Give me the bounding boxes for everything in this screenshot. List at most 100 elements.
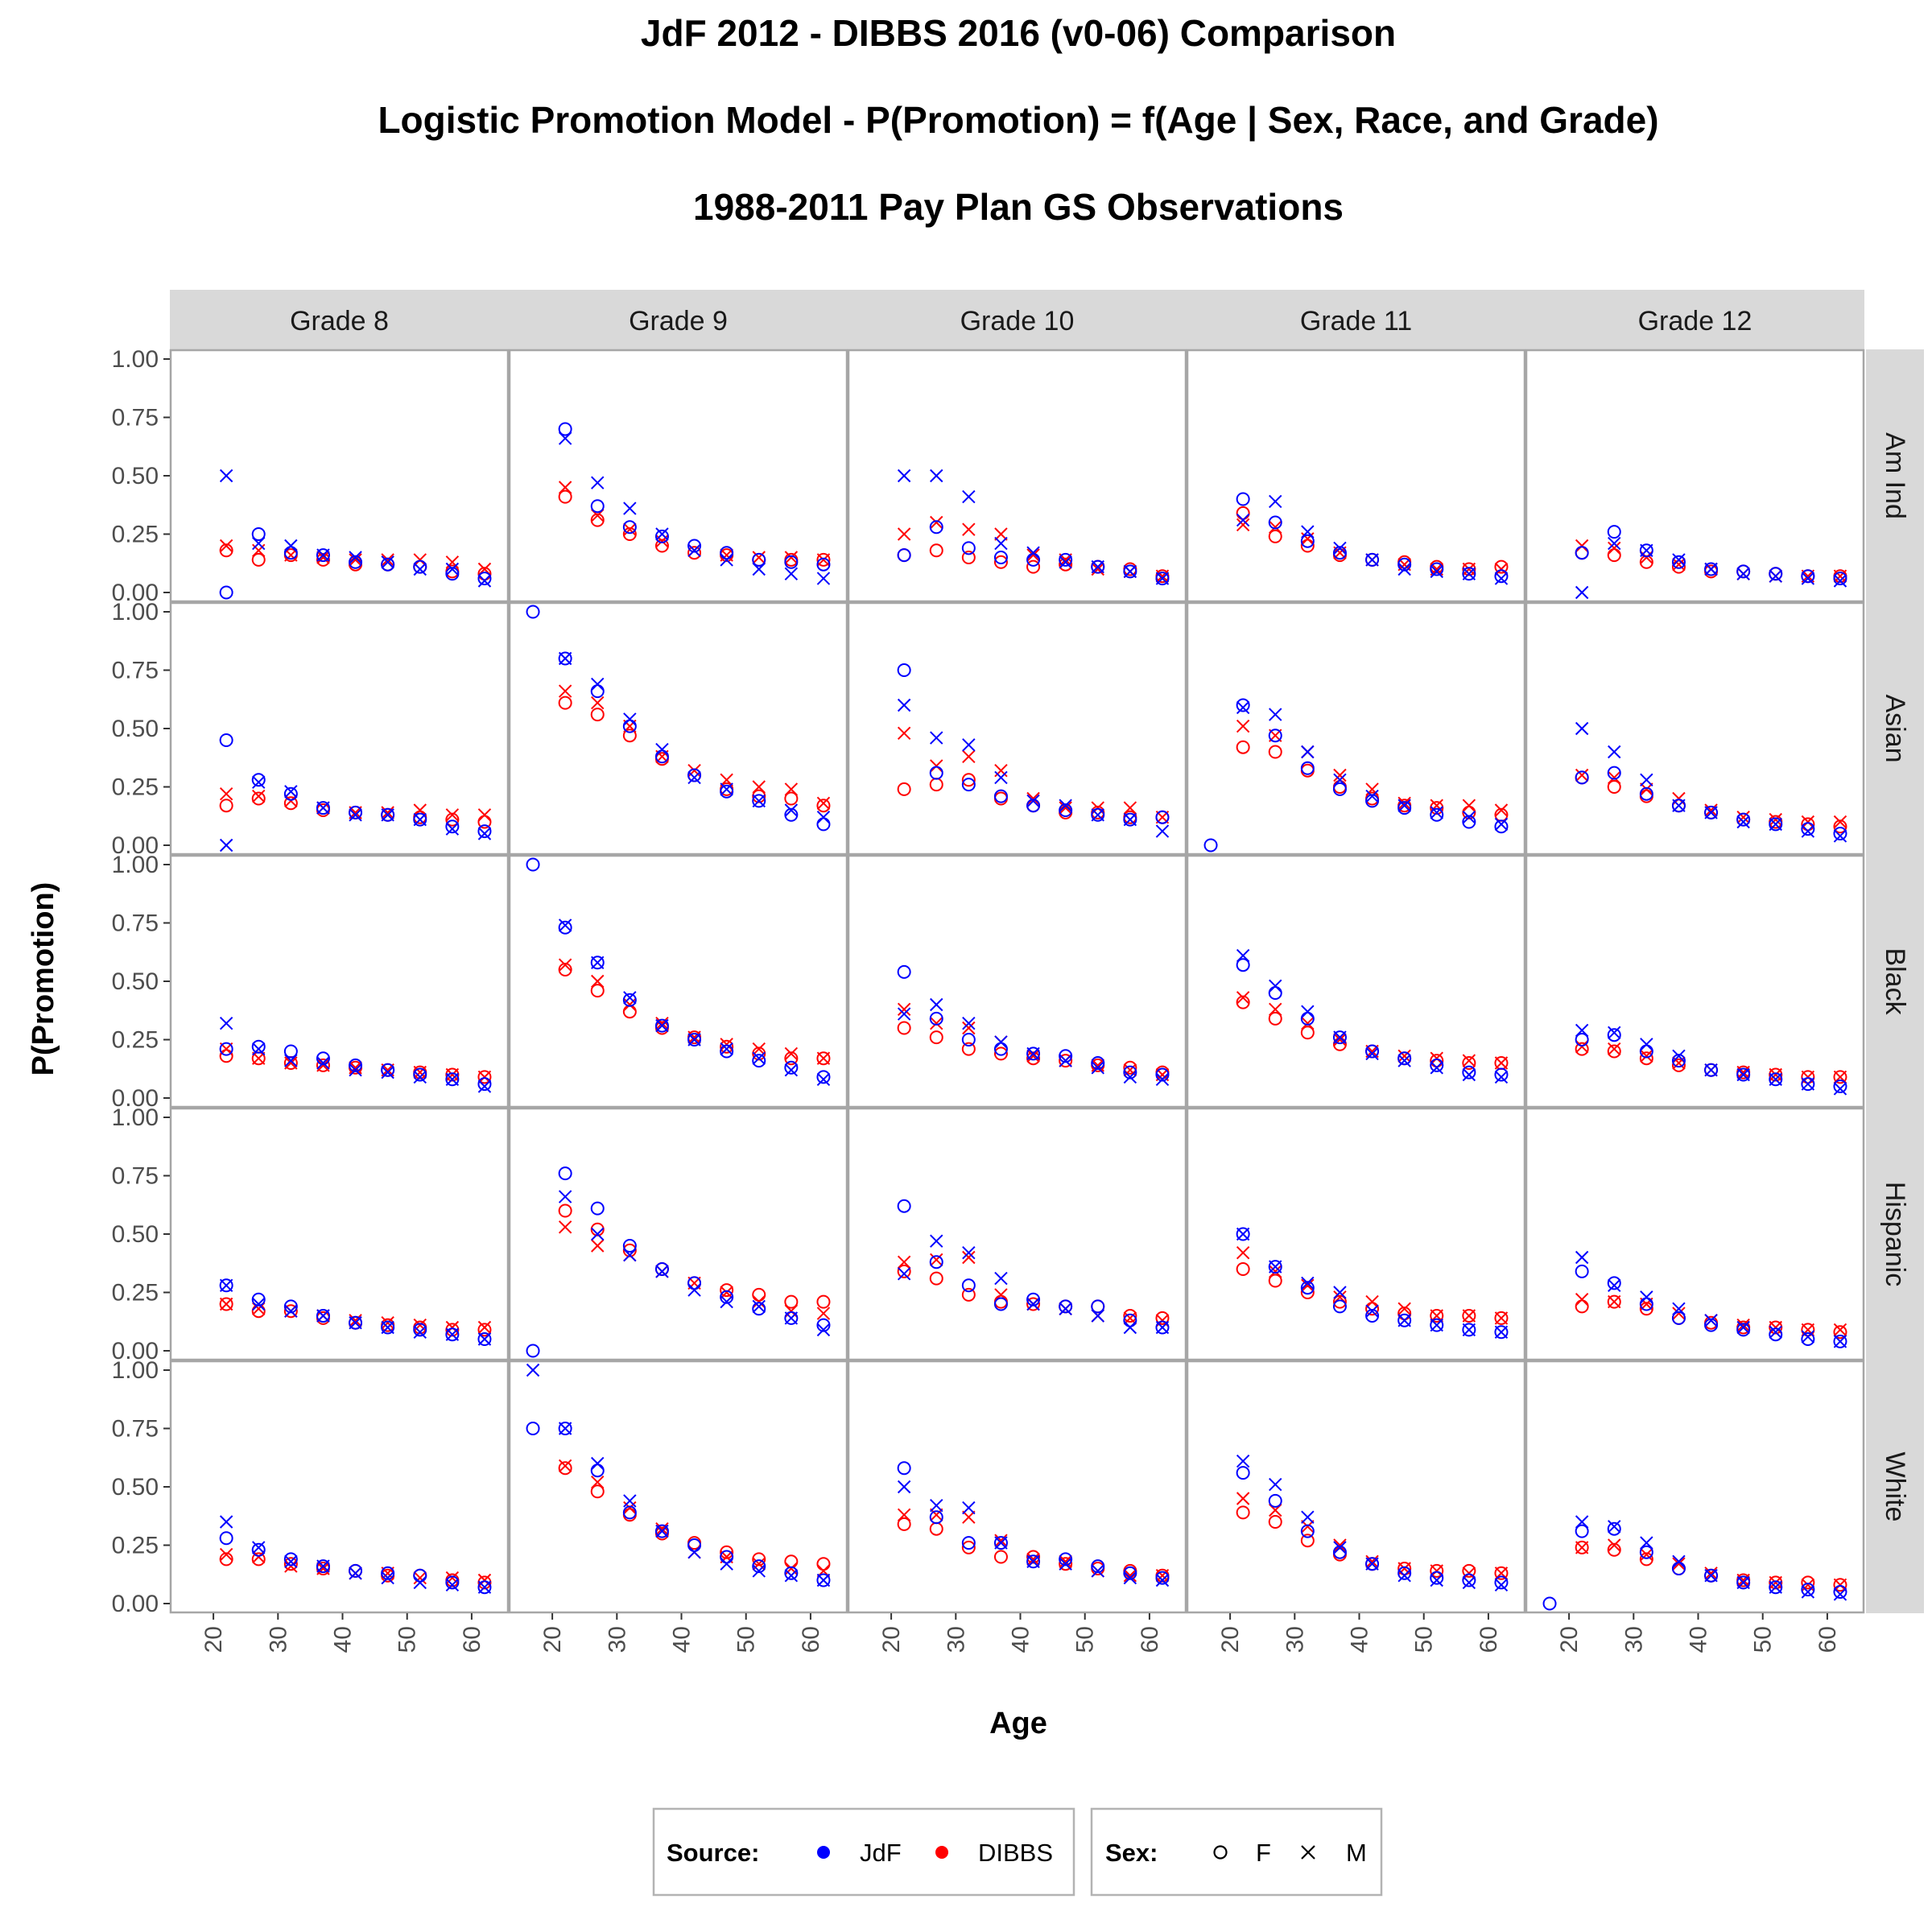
point-jdf-m-32	[623, 1494, 637, 1508]
point-jdf-f-32	[283, 1552, 298, 1567]
y-tick-label: 0.50	[112, 968, 159, 995]
point-jdf-m-47	[381, 555, 394, 569]
point-jdf-m-57	[1801, 572, 1815, 585]
point-jdf-m-22	[897, 469, 911, 483]
point-jdf-f-52	[1091, 559, 1105, 574]
point-dibbs-f-22	[219, 799, 233, 813]
point-jdf-f-42	[1026, 1554, 1041, 1569]
point-jdf-f-52	[1091, 1299, 1105, 1314]
x-tick-label: 40	[1686, 1626, 1712, 1653]
point-jdf-f-32	[1300, 1281, 1315, 1295]
point-dibbs-f-57	[1123, 1060, 1137, 1075]
strip-grade-12	[1525, 290, 1864, 349]
point-dibbs-f-22	[1236, 1505, 1250, 1520]
point-dibbs-f-27	[590, 708, 605, 722]
y-tick-label: 0.25	[112, 1027, 159, 1054]
x-tick-label: 60	[798, 1626, 824, 1653]
y-tick-label: 1.00	[112, 1104, 159, 1131]
point-jdf-m-62	[1833, 1587, 1847, 1601]
point-dibbs-m-62	[816, 796, 831, 811]
point-dibbs-f-57	[1801, 1575, 1815, 1590]
point-dibbs-m-47	[720, 1286, 733, 1299]
point-jdf-f-37	[993, 551, 1008, 564]
point-dibbs-f-62	[1833, 1070, 1847, 1084]
point-jdf-f-37	[993, 789, 1008, 803]
point-dibbs-m-47	[1059, 801, 1072, 815]
point-jdf-f-32	[622, 993, 637, 1007]
point-dibbs-m-42	[1704, 803, 1718, 817]
point-jdf-m-37	[1333, 773, 1347, 787]
point-dibbs-f-32	[961, 773, 976, 787]
point-jdf-f-52	[413, 812, 427, 827]
point-jdf-f-22	[558, 1166, 572, 1181]
point-dibbs-m-42	[1026, 548, 1040, 562]
point-dibbs-m-62	[1494, 1056, 1509, 1070]
point-jdf-m-57	[1123, 812, 1137, 827]
y-tick-label: 0.25	[112, 522, 159, 548]
point-jdf-m-52	[1430, 1318, 1443, 1332]
point-jdf-f-37	[1332, 1299, 1347, 1314]
point-jdf-m-37	[316, 1309, 330, 1323]
point-jdf-m-32	[1301, 1005, 1315, 1018]
point-jdf-f-57	[1801, 569, 1815, 584]
point-dibbs-m-47	[1736, 1573, 1750, 1587]
point-jdf-f-32	[1300, 534, 1315, 548]
point-jdf-f-42	[1365, 1044, 1380, 1059]
point-dibbs-m-52	[1091, 562, 1104, 576]
point-dibbs-m-27	[1608, 541, 1621, 555]
point-dibbs-m-57	[1123, 801, 1137, 815]
panel-white-grade-12	[1525, 1360, 1865, 1614]
point-dibbs-f-27	[251, 552, 266, 567]
panel-border	[169, 1107, 510, 1361]
point-dibbs-m-52	[1769, 812, 1782, 827]
point-dibbs-f-32	[622, 1243, 637, 1257]
point-jdf-m-37	[655, 1265, 669, 1278]
point-jdf-f-27	[1268, 729, 1282, 743]
y-tick-label: 0.00	[112, 580, 159, 606]
point-dibbs-f-37	[1332, 1294, 1347, 1309]
point-jdf-m-47	[381, 1065, 394, 1080]
point-jdf-f-32	[961, 1278, 976, 1293]
point-dibbs-f-22	[1236, 1262, 1250, 1276]
point-dibbs-m-27	[930, 1016, 943, 1030]
point-jdf-f-42	[1365, 1309, 1380, 1323]
point-jdf-m-42	[687, 1283, 701, 1297]
point-dibbs-m-62	[1833, 815, 1847, 829]
point-jdf-m-57	[1801, 1585, 1815, 1599]
point-jdf-f-32	[622, 1239, 637, 1253]
point-dibbs-m-57	[1123, 1311, 1137, 1325]
point-jdf-m-52	[1091, 559, 1104, 574]
point-jdf-f-37	[316, 1309, 330, 1323]
point-jdf-m-42	[1365, 1046, 1379, 1061]
point-dibbs-m-37	[1672, 1557, 1686, 1571]
point-dibbs-m-52	[413, 553, 427, 567]
point-jdf-f-62	[1833, 827, 1847, 840]
point-jdf-m-27	[252, 775, 266, 789]
point-dibbs-m-42	[1365, 1294, 1379, 1309]
point-jdf-f-22	[558, 1422, 572, 1435]
point-jdf-m-22	[1575, 1023, 1589, 1038]
point-dibbs-m-62	[1494, 562, 1509, 576]
strip-label-grade-9: Grade 9	[629, 306, 728, 336]
panel-hispanic-grade-12	[1525, 1107, 1865, 1361]
point-dibbs-m-52	[1430, 1564, 1443, 1578]
point-dibbs-m-57	[1801, 815, 1815, 829]
point-jdf-m-52	[1769, 1325, 1782, 1340]
point-dibbs-m-47	[1059, 1554, 1072, 1569]
point-jdf-f-62	[816, 1573, 831, 1587]
point-dibbs-f-57	[784, 1294, 799, 1309]
point-dibbs-f-62	[816, 1051, 831, 1066]
point-dibbs-m-32	[623, 522, 637, 536]
x-tick-label: 40	[669, 1626, 696, 1653]
x-tick-label: 30	[1282, 1626, 1308, 1653]
point-dibbs-m-42	[349, 553, 362, 567]
point-jdf-m-57	[445, 1578, 460, 1592]
point-jdf-m-57	[784, 803, 799, 817]
point-dibbs-m-32	[962, 1021, 976, 1035]
point-jdf-m-27	[591, 1227, 605, 1241]
point-dibbs-f-57	[445, 1067, 460, 1082]
point-jdf-f-32	[1300, 1524, 1315, 1538]
point-jdf-f-32	[961, 778, 976, 792]
point-dibbs-m-27	[930, 515, 943, 530]
point-dibbs-m-47	[1397, 1302, 1411, 1316]
